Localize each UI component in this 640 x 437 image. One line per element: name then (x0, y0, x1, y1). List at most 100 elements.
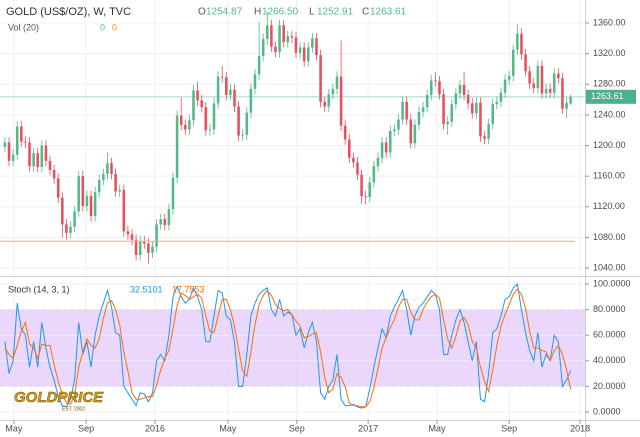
y-tick-label: 0.0000 (593, 406, 621, 416)
candle-body (491, 104, 495, 125)
last-price-label: 1263.61 (591, 91, 624, 101)
candle-body (69, 226, 72, 233)
candle-body (73, 211, 76, 227)
candle-body (36, 153, 39, 167)
candle-body (511, 49, 515, 76)
ohlc-key: H (254, 7, 261, 18)
candle-body (294, 37, 298, 53)
candle-body (516, 33, 519, 50)
candle-body (200, 100, 203, 108)
candle-body (171, 177, 175, 210)
candle-body (278, 25, 281, 53)
series-line (4, 283, 572, 409)
candle-body (233, 89, 236, 107)
candle-body (458, 85, 462, 94)
indicator-value: 17.7553 (172, 284, 205, 294)
candle-body (425, 94, 429, 108)
candle-body (421, 107, 425, 112)
candle-body (409, 119, 413, 144)
indicator-value: 32.5101 (130, 284, 163, 294)
candle-body (565, 102, 568, 109)
ohlc-value: 1263.61 (370, 7, 407, 18)
y-tick-label: 1120.00 (593, 201, 625, 211)
candle-body (106, 163, 109, 174)
candle-body (118, 189, 121, 192)
candle-body (196, 90, 199, 101)
candle-body (331, 88, 335, 95)
candle-body (24, 141, 27, 143)
candle-body (454, 93, 458, 105)
logo: GOLDPRICE EST. 2002 (14, 389, 105, 413)
candle-body (147, 243, 150, 253)
indicator-title: Stoch (14, 3, 1) (8, 284, 70, 294)
candle-body (364, 196, 367, 197)
candle-body (159, 219, 162, 225)
candle-body (470, 103, 474, 114)
candle-body (348, 139, 351, 158)
candle-body (61, 197, 64, 225)
candle-body (544, 88, 548, 94)
x-tick-label: Sep (501, 423, 517, 433)
candle-body (487, 124, 490, 139)
candle-body (503, 79, 507, 93)
candle-body (475, 102, 478, 114)
ohlc-key: C (362, 7, 369, 18)
candle-body (77, 176, 80, 212)
candle-body (204, 107, 208, 131)
candle-body (257, 55, 261, 75)
candle-body (151, 246, 154, 253)
candle-body (44, 145, 48, 161)
candle-body (143, 241, 146, 244)
candle-body (466, 94, 470, 104)
candle-body (401, 101, 404, 120)
candle-body (343, 125, 347, 140)
candle-body (208, 129, 212, 131)
candle-body (302, 47, 306, 62)
candle-body (212, 103, 216, 130)
candle-body (261, 39, 265, 56)
last-price-box (586, 89, 636, 104)
volume-label: Vol (20) (8, 22, 39, 32)
ohlc-value: 1266.50 (262, 7, 299, 18)
candle-body (319, 55, 322, 102)
ohlc-key: O (198, 7, 206, 18)
candle-body (520, 33, 523, 55)
candle-body (532, 83, 536, 89)
candle-body (307, 47, 310, 62)
y-tick-label: 60.0000 (593, 330, 626, 340)
candle-body (40, 145, 44, 167)
candle-body (298, 47, 302, 53)
y-tick-label: 1320.00 (593, 48, 626, 58)
candle-body (81, 176, 85, 207)
candle-body (167, 209, 171, 226)
y-tick-label: 20.0000 (593, 381, 626, 391)
candle-body (429, 80, 433, 95)
candle-body (20, 126, 23, 142)
candle-body (446, 121, 449, 125)
candle-body (122, 189, 126, 232)
candle-body (507, 75, 511, 80)
candle-body (561, 78, 564, 109)
candle-body (32, 153, 35, 167)
candle-body (389, 130, 392, 153)
candle-body (405, 101, 408, 120)
candle-body (237, 106, 240, 136)
x-tick-label: 2017 (358, 423, 378, 433)
candle-body (368, 182, 372, 197)
x-tick-label: 2016 (145, 423, 165, 433)
y-tick-label: 1360.00 (593, 17, 626, 27)
chart-title: GOLD (US$/OZ), W, TVC (6, 6, 131, 18)
candle-body (413, 124, 417, 144)
candle-body (270, 25, 273, 47)
candle-body (552, 73, 556, 93)
candle-body (540, 65, 544, 94)
candle-body (450, 104, 454, 122)
candle-body (339, 76, 343, 126)
candle-body (266, 25, 269, 40)
candle-body (229, 89, 232, 95)
candle-body (536, 65, 540, 89)
y-tick-label: 100.0000 (593, 278, 631, 288)
candle-body (163, 219, 167, 226)
candle-body (290, 36, 294, 38)
